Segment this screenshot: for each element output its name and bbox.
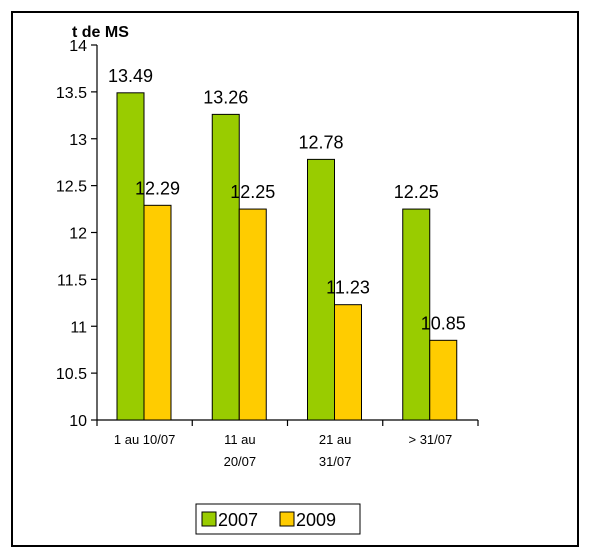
y-tick-label: 12 bbox=[69, 226, 87, 243]
bar-2007-2 bbox=[307, 158, 335, 421]
y-tick-label: 14 bbox=[69, 38, 87, 55]
y-tick-label: 11.5 bbox=[57, 272, 87, 289]
data-label-2009-0: 12.29 bbox=[135, 178, 180, 198]
bar-2007-0 bbox=[116, 92, 145, 421]
y-tick-label: 13 bbox=[69, 132, 87, 149]
x-tick-label: > 31/07 bbox=[409, 432, 453, 447]
bars bbox=[116, 92, 458, 421]
data-label-2007-0: 13.49 bbox=[108, 66, 153, 86]
x-tick-label: 11 au 20/07 bbox=[224, 432, 257, 469]
data-label-2007-2: 12.78 bbox=[298, 132, 343, 152]
y-tick-label: 10 bbox=[69, 413, 87, 430]
data-label-2009-2: 11.23 bbox=[326, 278, 370, 298]
x-tick-labels: 1 au 10/07 11 au 20/07 21 au 31/07 > 31/07 bbox=[114, 432, 452, 469]
data-label-2007-3: 12.25 bbox=[394, 182, 439, 202]
legend: 2007 2009 bbox=[195, 503, 361, 535]
bar-2007-1 bbox=[211, 113, 240, 421]
legend-box bbox=[195, 503, 361, 535]
bar-2007-3 bbox=[402, 208, 431, 421]
y-tick-label: 13.5 bbox=[56, 85, 87, 102]
legend-swatch-2007 bbox=[201, 511, 217, 527]
bar-2009-2 bbox=[334, 304, 362, 421]
data-label-2007-1: 13.26 bbox=[203, 87, 248, 107]
chart-frame bbox=[11, 11, 579, 547]
y-tick-label: 10.5 bbox=[56, 366, 87, 383]
bar-2009-1 bbox=[238, 208, 267, 421]
legend-swatch-2009 bbox=[279, 511, 295, 527]
legend-label-2009: 2009 bbox=[296, 510, 336, 530]
x-tick-label: 21 au 31/07 bbox=[319, 432, 352, 469]
y-tick-label: 11 bbox=[70, 319, 87, 336]
data-label-2009-1: 12.25 bbox=[230, 182, 275, 202]
y-tick-labels: 10 10.5 11 11.5 12 12.5 13 13.5 14 bbox=[56, 38, 87, 430]
data-label-2009-3: 10.85 bbox=[421, 313, 466, 333]
y-tick-label: 12.5 bbox=[56, 179, 87, 196]
legend-label-2007: 2007 bbox=[218, 510, 258, 530]
x-tick-label: 1 au 10/07 bbox=[114, 432, 175, 447]
y-axis-label: t de MS bbox=[72, 24, 129, 41]
bar-2009-0 bbox=[143, 204, 172, 421]
bar-2009-3 bbox=[429, 339, 458, 421]
data-labels: 13.49 13.26 12.78 12.25 12.29 12.25 11.23 10.85 bbox=[108, 66, 466, 334]
